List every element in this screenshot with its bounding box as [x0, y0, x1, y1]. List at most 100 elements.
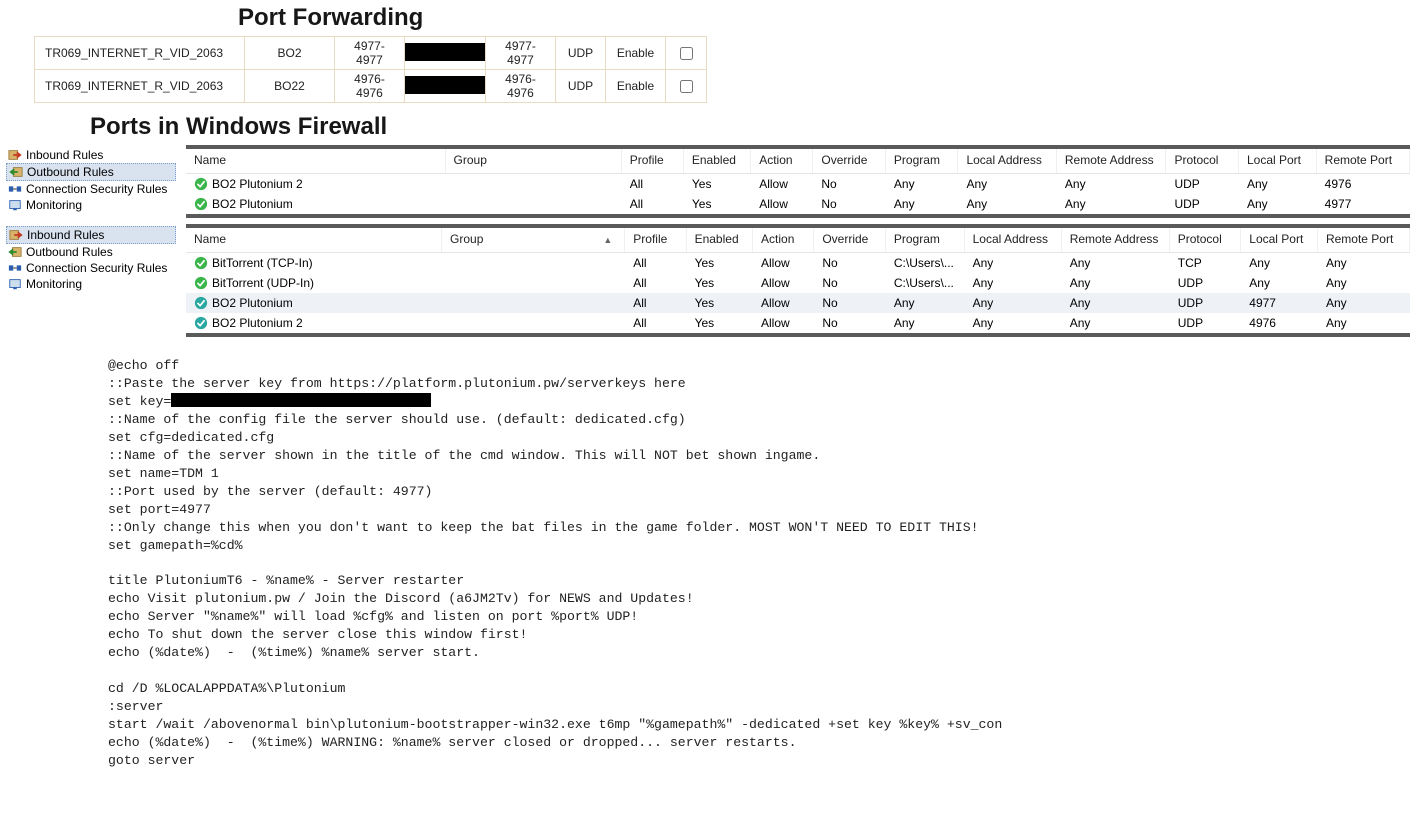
cell-enabled: Yes — [686, 313, 752, 333]
cell-remote-addr: Any — [1061, 293, 1169, 313]
pf-int-ports: 4977-4977 — [486, 37, 556, 70]
redacted-key — [171, 393, 431, 407]
rule-name-text: BO2 Plutonium — [212, 296, 293, 310]
monitor-icon — [8, 198, 22, 212]
firewall-outbound-panel: Inbound Rules Outbound Rules Connection … — [6, 145, 1410, 218]
cell-local-port: 4977 — [1241, 293, 1318, 313]
rule-name-text: BO2 Plutonium 2 — [212, 316, 303, 330]
cell-remote-port: Any — [1317, 273, 1409, 293]
col-header-action[interactable]: Action — [751, 149, 813, 174]
col-header-group[interactable]: Group — [445, 149, 621, 174]
col-header-enabled[interactable]: Enabled — [683, 149, 750, 174]
firewall-rule-row[interactable]: BO2 PlutoniumAllYesAllowNoAnyAnyAnyUDP49… — [186, 293, 1410, 313]
csr-icon — [8, 182, 22, 196]
pf-select-checkbox[interactable] — [680, 80, 693, 93]
cell-protocol: UDP — [1166, 174, 1239, 195]
cell-remote-port: Any — [1317, 253, 1409, 274]
allow-rule-icon — [194, 256, 208, 270]
nav-monitoring[interactable]: Monitoring — [6, 197, 176, 213]
csr-icon — [8, 261, 22, 275]
cell-program: C:\Users\... — [885, 273, 964, 293]
cell-enabled: Yes — [686, 293, 752, 313]
nav-outbound-rules[interactable]: Outbound Rules — [6, 163, 176, 181]
col-header-program[interactable]: Program — [885, 149, 958, 174]
cell-remote-addr: Any — [1056, 194, 1166, 214]
cell-remote-addr: Any — [1061, 313, 1169, 333]
cell-action: Allow — [751, 174, 813, 195]
firewall-rule-row[interactable]: BO2 PlutoniumAllYesAllowNoAnyAnyAnyUDPAn… — [186, 194, 1410, 214]
col-header-override[interactable]: Override — [814, 228, 886, 253]
nav-connection-security-rules[interactable]: Connection Security Rules — [6, 260, 176, 276]
cell-override: No — [813, 194, 886, 214]
firewall-nav-inbound: Inbound Rules Outbound Rules Connection … — [6, 224, 176, 337]
cell-profile: All — [625, 313, 686, 333]
cell-enabled: Yes — [683, 194, 750, 214]
firewall-rule-row[interactable]: BitTorrent (UDP-In)AllYesAllowNoC:\Users… — [186, 273, 1410, 293]
monitor-icon — [8, 277, 22, 291]
cell-local-port: Any — [1241, 273, 1318, 293]
nav-inbound-rules[interactable]: Inbound Rules — [6, 226, 176, 244]
firewall-inbound-panel: Inbound Rules Outbound Rules Connection … — [6, 224, 1410, 337]
firewall-rule-row[interactable]: BitTorrent (TCP-In)AllYesAllowNoC:\Users… — [186, 253, 1410, 274]
pf-select-checkbox[interactable] — [680, 47, 693, 60]
col-header-action[interactable]: Action — [753, 228, 814, 253]
col-header-name[interactable]: Name — [186, 149, 445, 174]
cell-name: BO2 Plutonium — [186, 194, 445, 214]
cell-override: No — [814, 273, 886, 293]
port-forwarding-title: Port Forwarding — [238, 4, 1410, 32]
nav-monitoring[interactable]: Monitoring — [6, 276, 176, 292]
cell-group — [442, 313, 625, 333]
col-header-remote-addr[interactable]: Remote Address — [1056, 149, 1166, 174]
col-header-protocol[interactable]: Protocol — [1169, 228, 1241, 253]
pf-checkbox-cell — [666, 70, 707, 103]
col-header-profile[interactable]: Profile — [625, 228, 686, 253]
nav-connection-security-rules[interactable]: Connection Security Rules — [6, 181, 176, 197]
cell-protocol: UDP — [1169, 293, 1241, 313]
cell-program: Any — [885, 174, 958, 195]
cell-local-port: 4976 — [1241, 313, 1318, 333]
col-header-override[interactable]: Override — [813, 149, 886, 174]
pf-state: Enable — [606, 70, 666, 103]
nav-label: Connection Security Rules — [26, 261, 167, 275]
cell-local-addr: Any — [964, 253, 1061, 274]
col-header-remote-port[interactable]: Remote Port — [1316, 149, 1409, 174]
cell-remote-addr: Any — [1061, 253, 1169, 274]
cell-profile: All — [621, 174, 683, 195]
cell-protocol: UDP — [1169, 273, 1241, 293]
cell-override: No — [814, 293, 886, 313]
sort-indicator-icon: ▲ — [603, 235, 612, 245]
allow-rule-icon — [194, 296, 208, 310]
pf-ext-ports: 4977-4977 — [335, 37, 405, 70]
col-header-local-addr[interactable]: Local Address — [964, 228, 1061, 253]
cell-local-addr: Any — [958, 174, 1056, 195]
outbound-rules-table: NameGroupProfileEnabledActionOverridePro… — [186, 149, 1410, 214]
col-header-protocol[interactable]: Protocol — [1166, 149, 1239, 174]
cell-remote-addr: Any — [1061, 273, 1169, 293]
inbound-rules-icon — [9, 228, 23, 242]
nav-label: Inbound Rules — [26, 148, 103, 162]
col-header-local-port[interactable]: Local Port — [1238, 149, 1316, 174]
cell-remote-addr: Any — [1056, 174, 1166, 195]
port-forward-row: TR069_INTERNET_R_VID_2063BO24977-4977497… — [35, 37, 707, 70]
inbound-rules-table: NameGroup▲ProfileEnabledActionOverridePr… — [186, 228, 1410, 333]
pf-int-ports: 4976-4976 — [486, 70, 556, 103]
pf-state: Enable — [606, 37, 666, 70]
nav-outbound-rules[interactable]: Outbound Rules — [6, 244, 176, 260]
firewall-rule-row[interactable]: BO2 Plutonium 2AllYesAllowNoAnyAnyAnyUDP… — [186, 313, 1410, 333]
col-header-enabled[interactable]: Enabled — [686, 228, 752, 253]
firewall-rule-row[interactable]: BO2 Plutonium 2AllYesAllowNoAnyAnyAnyUDP… — [186, 174, 1410, 195]
allow-rule-icon — [194, 276, 208, 290]
nav-label: Monitoring — [26, 198, 82, 212]
col-header-remote-port[interactable]: Remote Port — [1317, 228, 1409, 253]
col-header-local-port[interactable]: Local Port — [1241, 228, 1318, 253]
nav-inbound-rules[interactable]: Inbound Rules — [6, 147, 176, 163]
col-header-group[interactable]: Group▲ — [442, 228, 625, 253]
cell-profile: All — [621, 194, 683, 214]
col-header-remote-addr[interactable]: Remote Address — [1061, 228, 1169, 253]
col-header-program[interactable]: Program — [885, 228, 964, 253]
cell-name: BitTorrent (TCP-In) — [186, 253, 442, 274]
col-header-profile[interactable]: Profile — [621, 149, 683, 174]
col-header-name[interactable]: Name — [186, 228, 442, 253]
col-header-local-addr[interactable]: Local Address — [958, 149, 1056, 174]
pf-checkbox-cell — [666, 37, 707, 70]
